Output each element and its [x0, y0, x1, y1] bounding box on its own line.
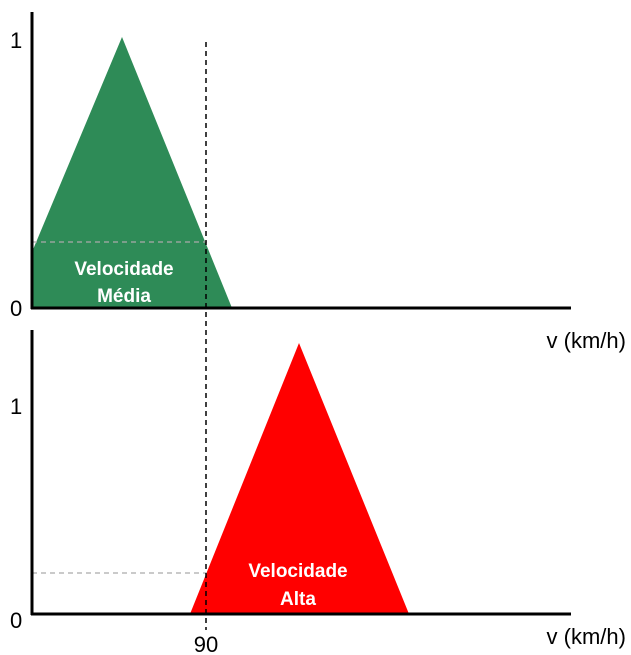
- membership-media: [32, 37, 232, 308]
- set-label: Alta: [280, 589, 316, 610]
- x-axis-label: v (km/h): [547, 328, 626, 353]
- set-label: Média: [97, 286, 151, 307]
- set-label: Velocidade: [248, 561, 347, 582]
- set-label: Velocidade: [74, 259, 173, 280]
- membership-alta: [190, 343, 409, 614]
- y-label: 1: [10, 28, 22, 53]
- y-label: 0: [10, 608, 22, 633]
- input-label: 90: [194, 632, 218, 655]
- y-label: 0: [10, 296, 22, 321]
- x-axis-label: v (km/h): [547, 624, 626, 649]
- y-label: 1: [10, 394, 22, 419]
